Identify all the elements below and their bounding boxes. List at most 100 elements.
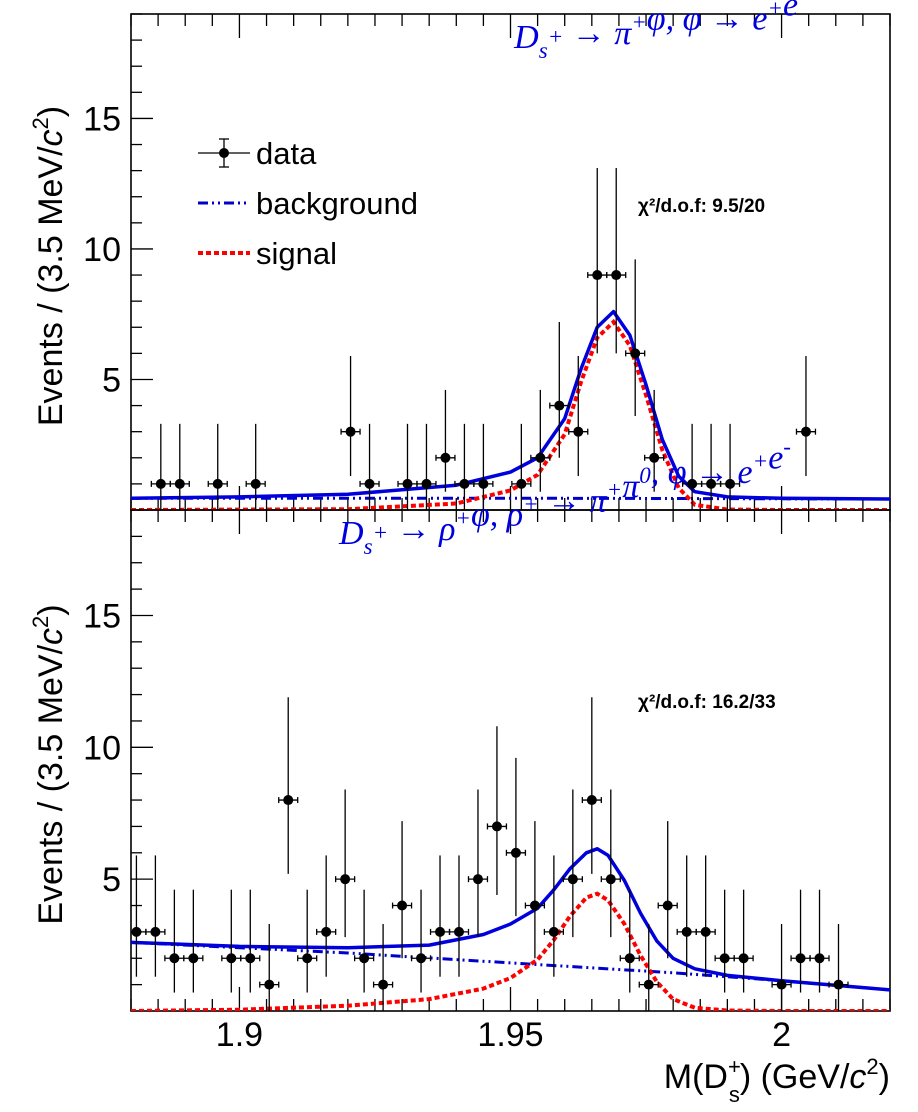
data-marker [611, 270, 622, 281]
total-fit-curve [131, 309, 890, 501]
data-marker [155, 478, 166, 489]
data-marker [700, 926, 711, 937]
data-marker [833, 979, 844, 990]
data-marker [630, 348, 641, 359]
data-marker [472, 874, 483, 885]
data-marker [397, 900, 408, 911]
data-point [278, 697, 299, 874]
data-marker [245, 953, 256, 964]
data-marker [264, 979, 275, 990]
data-point [524, 821, 546, 959]
y-tick-label: 5 [102, 361, 121, 399]
data-marker [150, 926, 161, 937]
data-marker [643, 979, 654, 990]
data-point [183, 889, 204, 993]
data-marker [548, 926, 559, 937]
panel-1: 5 10 15 Events / (3.5 MeV/c2) Ds+ → π+φ, φ →… [28, 0, 891, 511]
data-marker [814, 953, 825, 964]
data-marker [725, 478, 736, 489]
data-point [676, 855, 697, 977]
data-point [416, 423, 437, 510]
y-tick-label: 15 [83, 100, 121, 138]
data-point [372, 923, 394, 1011]
legend: data background signal [198, 136, 418, 271]
data-point [150, 423, 171, 510]
data-marker [359, 953, 370, 964]
data-point [259, 923, 280, 1011]
data-marker [687, 478, 698, 489]
data-marker [250, 478, 261, 489]
data-point [316, 855, 337, 977]
y-axis-label: Events / (3.5 MeV/c2) [28, 604, 70, 924]
data-marker [340, 874, 351, 885]
data-marker [174, 478, 185, 489]
legend-data [198, 138, 250, 168]
data-point [828, 923, 849, 1011]
panel-title: Ds+ → π+φ, φ → e+e- [513, 0, 806, 63]
data-point [809, 889, 830, 993]
data-point [359, 423, 380, 510]
background-curve [131, 940, 890, 992]
data-point [657, 821, 678, 959]
chi2-label: χ²/d.o.f: 16.2/33 [638, 692, 776, 713]
plot-frame [130, 13, 891, 511]
data-point [164, 889, 185, 993]
data-marker [605, 874, 616, 885]
data-point [606, 168, 627, 354]
data-marker [131, 926, 142, 937]
signal-curve [131, 891, 890, 1011]
data-marker [554, 400, 565, 411]
data-marker [592, 270, 603, 281]
data-marker [529, 900, 540, 911]
y-axis-label: Events / (3.5 MeV/c2) [28, 106, 70, 426]
data-marker [459, 478, 470, 489]
data-marker [283, 795, 294, 806]
data-point [695, 855, 716, 977]
data-marker [738, 953, 749, 964]
data-marker [416, 953, 427, 964]
data-marker [800, 426, 811, 437]
x-tick-label: 1.95 [477, 1016, 543, 1054]
panel-title: Ds+ → ρ+φ, ρ+ → π+π0, φ → e+e- [338, 434, 791, 559]
plot-area [131, 168, 890, 510]
data-point [719, 423, 741, 510]
data-marker [302, 953, 313, 964]
data-point [297, 889, 318, 993]
data-point [240, 889, 261, 993]
data-point [771, 923, 792, 1011]
data-point [790, 889, 811, 993]
data-point [568, 355, 589, 477]
data-point [505, 757, 527, 917]
data-marker [649, 452, 660, 463]
data-marker [321, 926, 332, 937]
data-marker [624, 953, 635, 964]
data-point [581, 697, 602, 874]
data-point [169, 423, 190, 510]
data-point [619, 889, 640, 993]
plot-area [131, 697, 890, 1011]
data-marker [478, 478, 489, 489]
x-tick-label: 1.9 [216, 1016, 263, 1054]
x-axis-label: M(D+ s) (GeV/c2) [664, 1054, 890, 1107]
x-tick-label: 2 [772, 1016, 791, 1054]
data-marker [440, 452, 451, 463]
data-marker [188, 953, 199, 964]
data-marker [378, 979, 389, 990]
data-point [335, 789, 356, 938]
data-marker [662, 900, 673, 911]
y-tick-label: 10 [83, 729, 121, 767]
data-point [221, 889, 242, 993]
y-tick-label: 5 [102, 861, 121, 899]
total-fit-curve [131, 847, 890, 992]
data-marker [516, 478, 527, 489]
legend-data-marker [219, 148, 229, 158]
data-point [145, 855, 166, 977]
data-point [448, 855, 470, 977]
y-tick-label: 10 [83, 231, 121, 269]
data-marker [169, 953, 180, 964]
panel-2: 5 10 15 Events / (3.5 MeV/c2) Ds+ → ρ+φ, ρ+ … [28, 434, 891, 1012]
data-point [391, 821, 413, 959]
data-marker [421, 478, 432, 489]
data-point [511, 423, 532, 510]
